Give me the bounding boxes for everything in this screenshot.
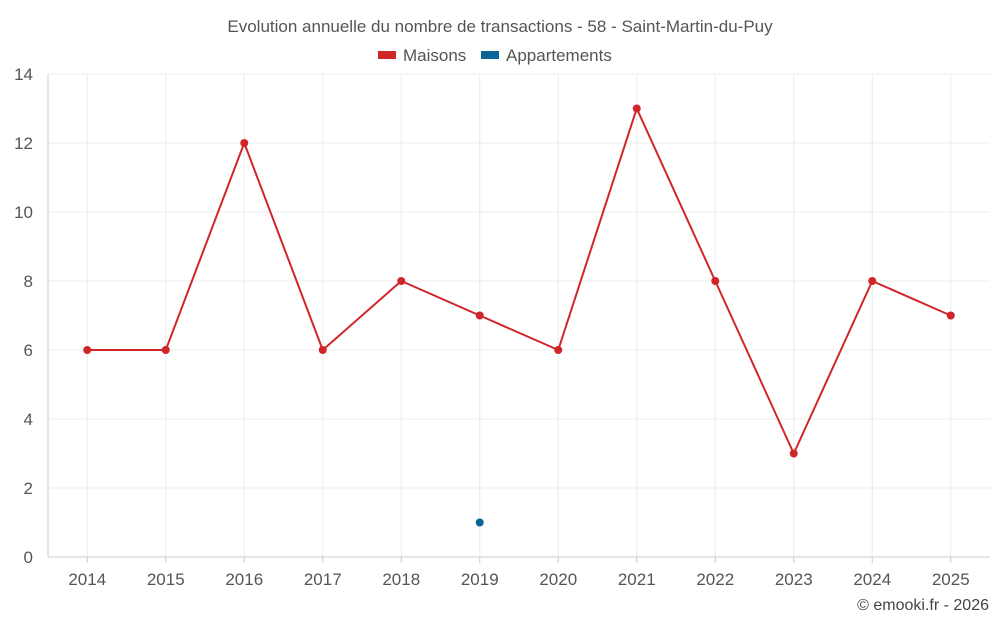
data-point-maisons[interactable] (554, 346, 563, 354)
chart-title: Evolution annuelle du nombre de transact… (227, 17, 773, 36)
y-tick-label: 8 (24, 272, 33, 291)
data-point-maisons[interactable] (397, 277, 406, 285)
legend-swatch-appartements[interactable] (481, 51, 499, 59)
x-tick-label: 2016 (225, 570, 263, 589)
y-tick-label: 10 (14, 203, 33, 222)
y-tick-label: 14 (14, 65, 33, 84)
data-point-maisons[interactable] (475, 311, 484, 320)
data-point-appartements[interactable] (475, 518, 484, 527)
grid (48, 73, 990, 557)
data-point-maisons[interactable] (946, 311, 955, 320)
series (83, 104, 955, 527)
x-tick-label: 2015 (147, 570, 185, 589)
y-tick-labels: 0 2 4 6 8 10 12 14 (14, 65, 33, 567)
x-tick-labels: 2014 2015 2016 2017 2018 2019 2020 2021 2022 2023… (68, 570, 969, 589)
x-tick-label: 2024 (853, 570, 891, 589)
data-point-maisons[interactable] (789, 449, 798, 458)
x-tick-label: 2018 (382, 570, 420, 589)
x-tick-label: 2021 (618, 570, 656, 589)
series-line-maisons (87, 107, 952, 455)
data-point-maisons[interactable] (711, 277, 720, 285)
credit-text: © emooki.fr - 2026 (857, 597, 989, 614)
data-point-maisons[interactable] (240, 139, 249, 147)
y-tick-label: 12 (14, 134, 33, 153)
data-point-maisons[interactable] (632, 104, 641, 113)
x-tick-label: 2020 (539, 570, 577, 589)
data-point-maisons[interactable] (868, 277, 877, 285)
y-tick-label: 0 (24, 548, 33, 567)
legend: Maisons Appartements (378, 46, 612, 65)
data-point-maisons[interactable] (83, 346, 92, 354)
data-point-maisons[interactable] (318, 346, 327, 354)
legend-label-appartements[interactable]: Appartements (506, 46, 612, 65)
x-tick-label: 2022 (696, 570, 734, 589)
y-tick-label: 4 (24, 410, 33, 429)
y-tick-label: 6 (24, 341, 33, 360)
legend-label-maisons[interactable]: Maisons (403, 46, 466, 65)
axes (47, 74, 990, 563)
legend-swatch-maisons[interactable] (378, 51, 396, 59)
x-tick-label: 2019 (461, 570, 499, 589)
x-tick-label: 2025 (932, 570, 970, 589)
x-tick-label: 2014 (68, 570, 106, 589)
y-tick-label: 2 (24, 479, 33, 498)
x-tick-label: 2023 (775, 570, 813, 589)
x-tick-label: 2017 (304, 570, 342, 589)
data-point-maisons[interactable] (161, 346, 170, 354)
